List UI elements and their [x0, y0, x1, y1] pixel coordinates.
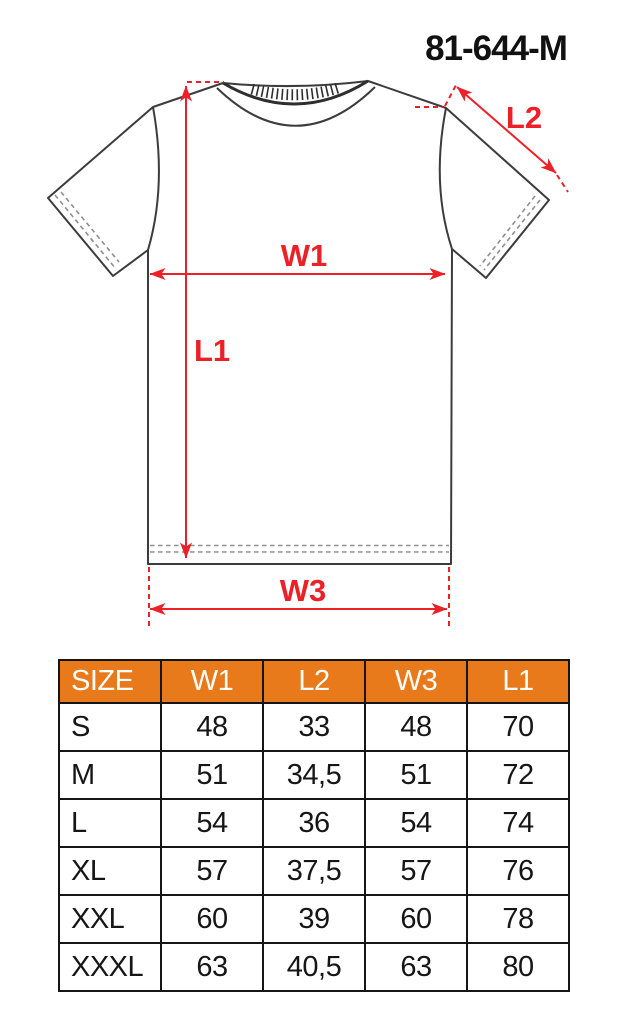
value-cell: 76 — [466, 846, 570, 896]
value-cell: 57 — [364, 846, 468, 896]
left-cuff-stitch — [60, 191, 120, 263]
value-cell: 54 — [364, 798, 468, 848]
value-cell: 80 — [466, 942, 570, 992]
value-cell: 48 — [364, 702, 468, 752]
value-cell: 37,5 — [262, 846, 366, 896]
stitch-lines — [54, 191, 541, 553]
value-cell: 72 — [466, 750, 570, 800]
w1-label: W1 — [281, 238, 328, 273]
dimension-w3 — [148, 567, 450, 629]
l1-label: L1 — [194, 333, 230, 368]
value-cell: 39 — [262, 894, 366, 944]
size-cell: XXXL — [58, 942, 162, 992]
value-cell: 48 — [160, 702, 264, 752]
right-cuff-stitch — [483, 199, 541, 271]
col-header-l1: L1 — [466, 659, 570, 704]
value-cell: 40,5 — [262, 942, 366, 992]
col-header-w1: W1 — [160, 659, 264, 704]
size-cell: L — [58, 798, 162, 848]
value-cell: 33 — [262, 702, 366, 752]
col-header-w3: W3 — [364, 659, 468, 704]
tshirt-body-outline — [47, 80, 550, 565]
col-header-l2: L2 — [262, 659, 366, 704]
value-cell: 78 — [466, 894, 570, 944]
size-cell: S — [58, 702, 162, 752]
dimension-l2 — [415, 84, 569, 193]
l2-extension-dash — [444, 84, 457, 107]
value-cell: 51 — [160, 750, 264, 800]
value-cell: 74 — [466, 798, 570, 848]
value-cell: 63 — [160, 942, 264, 992]
l2-arrow — [456, 86, 557, 174]
table-row: M 51 34,5 51 72 — [58, 750, 570, 800]
value-cell: 60 — [364, 894, 468, 944]
w3-label: W3 — [280, 573, 327, 608]
size-cell: M — [58, 750, 162, 800]
right-cuff-stitch — [479, 195, 536, 267]
product-code: 81-644-M — [425, 29, 568, 68]
size-cell: XXL — [58, 894, 162, 944]
collar-inner-neckline — [222, 79, 369, 106]
value-cell: 57 — [160, 846, 264, 896]
dimension-l1 — [180, 81, 224, 559]
size-table: SIZE W1 L2 W3 L1 S 48 33 48 70 M 51 34,5… — [58, 659, 570, 992]
value-cell: 51 — [364, 750, 468, 800]
table-row: XXXL 63 40,5 63 80 — [58, 942, 570, 992]
right-armhole-seam — [438, 107, 453, 250]
collar-outer-seam — [216, 86, 376, 127]
l2-label: L2 — [506, 100, 542, 135]
value-cell: 60 — [160, 894, 264, 944]
table-row: XL 57 37,5 57 76 — [58, 846, 570, 896]
size-table-header-row: SIZE W1 L2 W3 L1 — [58, 659, 570, 704]
tshirt-drawing — [47, 79, 550, 565]
value-cell: 36 — [262, 798, 366, 848]
value-cell: 54 — [160, 798, 264, 848]
size-cell: XL — [58, 846, 162, 896]
value-cell: 34,5 — [262, 750, 366, 800]
table-row: XXL 60 39 60 78 — [58, 894, 570, 944]
table-row: S 48 33 48 70 — [58, 702, 570, 752]
value-cell: 70 — [466, 702, 570, 752]
left-armhole-seam — [147, 106, 160, 251]
value-cell: 63 — [364, 942, 468, 992]
col-header-size: SIZE — [58, 659, 162, 704]
tshirt-measurement-diagram: W1 L1 L2 W3 — [47, 79, 569, 629]
l2-extension-dash — [556, 174, 569, 193]
table-row: L 54 36 54 74 — [58, 798, 570, 848]
